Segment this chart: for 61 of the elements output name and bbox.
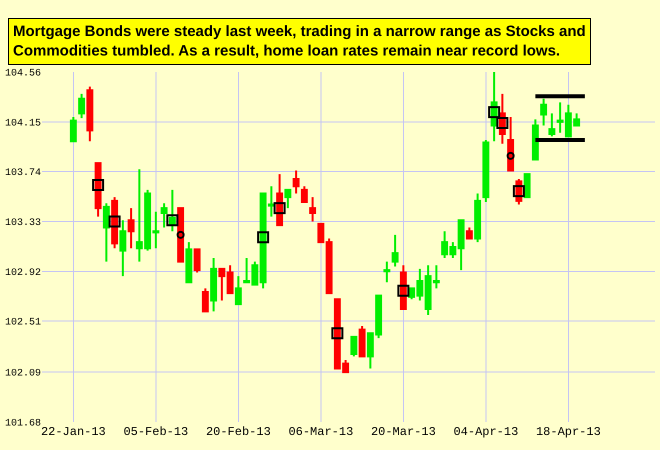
candlestick [128, 207, 135, 250]
candlestick [160, 202, 168, 229]
candlestick [482, 139, 490, 204]
y-tick-label: 102.51 [4, 318, 41, 329]
candlestick [300, 185, 308, 204]
candlestick [490, 72, 498, 142]
candlestick [86, 86, 94, 142]
candlestick [524, 173, 531, 198]
candlestick [210, 256, 218, 312]
point [257, 231, 270, 244]
y-tick-label: 104.15 [4, 118, 41, 130]
candlestick [548, 112, 556, 138]
point [274, 202, 286, 214]
x-tick-label: 18-Apr-13 [536, 425, 601, 439]
candlestick [185, 241, 192, 284]
candlestick [119, 219, 126, 278]
candlestick [292, 169, 300, 195]
candlestick [532, 118, 539, 160]
candlestick [234, 275, 242, 306]
x-tick-label: 22-Jan-13 [40, 425, 106, 439]
candlestick [102, 202, 110, 263]
point [166, 214, 178, 226]
y-tick-label: 101.68 [4, 418, 41, 430]
candlestick [202, 287, 209, 312]
y-tick-label: 103.33 [4, 218, 41, 229]
y-tick-label: 103.74 [4, 168, 41, 180]
chart-title: Mortgage Bonds were steady last week, trading in a narrow range as Stocks and Commodities tumbled. As a result, home loan rates remain near record lows. [13, 23, 586, 60]
candlestick [466, 226, 473, 240]
x-tick-label: 06-Mar-13 [288, 425, 354, 439]
candlestick [392, 234, 399, 268]
point [506, 152, 515, 160]
point [496, 117, 508, 130]
candlestick [70, 116, 77, 142]
candlestick [194, 248, 201, 274]
point [512, 185, 525, 198]
point [92, 179, 104, 192]
candlestick [474, 192, 482, 244]
candlestick [111, 196, 118, 250]
x-tick-label: 05-Feb-13 [123, 425, 188, 439]
candlestick [540, 98, 548, 126]
y-tick-label: 104.56 [4, 68, 41, 80]
x-tick-label: 20-Mar-13 [370, 425, 436, 439]
y-tick-label: 102.09 [4, 368, 41, 380]
point [488, 106, 500, 118]
x-tick-label: 20-Feb-13 [206, 425, 271, 439]
candlestick [168, 188, 176, 232]
candlestick [276, 173, 284, 226]
candlestick [94, 162, 102, 218]
candlestick [350, 336, 358, 358]
x-tick-label: 04-Apr-13 [453, 425, 518, 439]
candlestick [78, 92, 86, 120]
point [397, 284, 410, 297]
candlestick [400, 264, 407, 310]
point [108, 215, 121, 228]
candlestick [309, 196, 316, 222]
candlestick [358, 324, 366, 358]
candlestick [284, 188, 292, 210]
point [331, 327, 344, 340]
point [176, 230, 185, 239]
candlestick [383, 260, 390, 284]
y-tick-label: 102.92 [4, 268, 41, 279]
